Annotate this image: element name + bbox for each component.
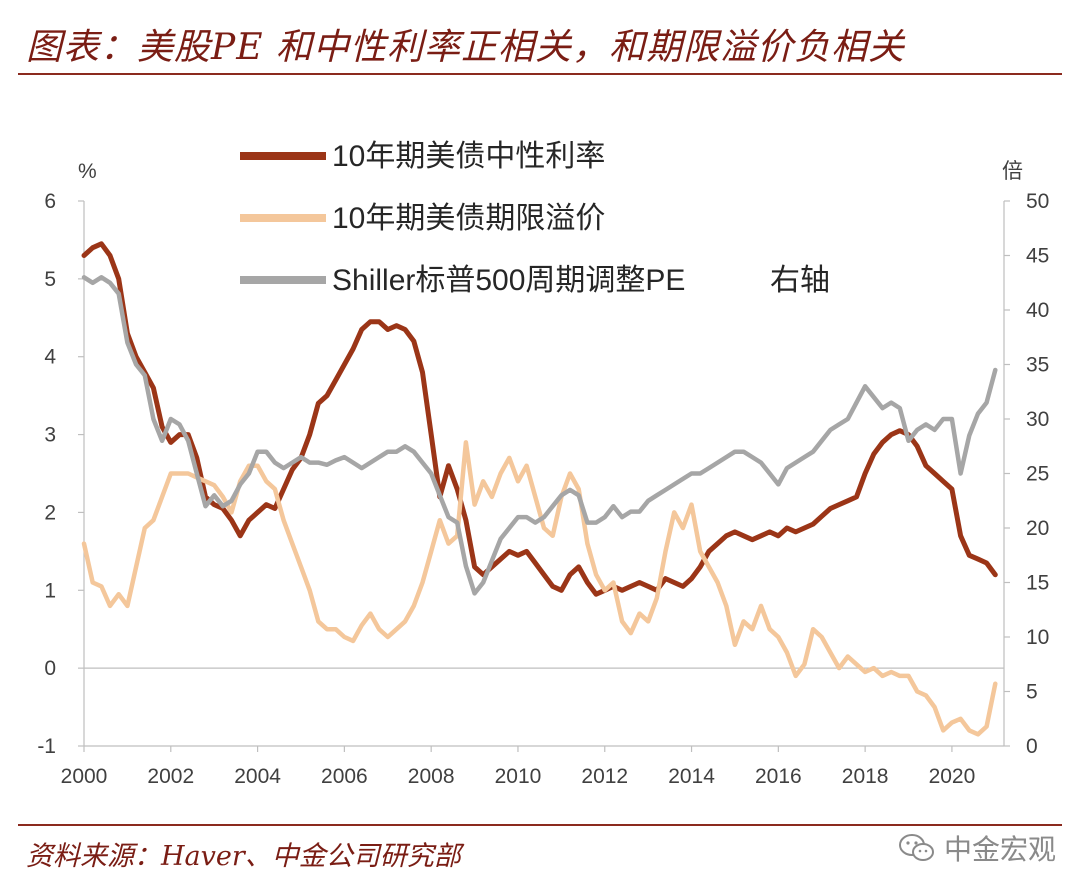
x-tick-label: 2014 bbox=[668, 765, 715, 788]
y-right-tick-label: 35 bbox=[1026, 354, 1049, 377]
x-tick-label: 2016 bbox=[755, 765, 802, 788]
footer-divider bbox=[18, 824, 1062, 826]
y-right-tick-label: 10 bbox=[1026, 626, 1049, 649]
y-left-tick-label: 1 bbox=[44, 579, 56, 602]
series-line-1 bbox=[81, 241, 998, 597]
x-tick-label: 2006 bbox=[321, 765, 368, 788]
x-tick-label: 2010 bbox=[495, 765, 542, 788]
x-tick-label: 2020 bbox=[929, 765, 976, 788]
y-right-tick-label: 30 bbox=[1026, 408, 1049, 431]
y-left-tick-label: 3 bbox=[44, 424, 56, 447]
y-right-tick-label: 20 bbox=[1026, 517, 1049, 540]
y-right-tick-label: 15 bbox=[1026, 572, 1049, 595]
wechat-icon bbox=[899, 834, 934, 861]
x-tick-label: 2018 bbox=[842, 765, 889, 788]
y-right-tick-label: 25 bbox=[1026, 463, 1049, 486]
page-title: 图表：美股PE 和中性利率正相关，和期限溢价负相关 bbox=[26, 27, 905, 68]
legend-right-axis-note: 右轴 bbox=[770, 264, 830, 297]
x-tick-label: 2000 bbox=[61, 765, 108, 788]
y-left-tick-label: 2 bbox=[44, 501, 56, 524]
left-axis-unit: % bbox=[78, 160, 97, 183]
y-right-tick-label: 50 bbox=[1026, 190, 1049, 213]
x-tick-label: 2008 bbox=[408, 765, 455, 788]
x-tick-label: 2002 bbox=[147, 765, 194, 788]
watermark: 中金宏观 bbox=[898, 828, 1056, 868]
y-left-tick-label: 5 bbox=[44, 268, 56, 291]
x-tick-label: 2004 bbox=[234, 765, 281, 788]
y-left-tick-label: 4 bbox=[44, 346, 56, 369]
legend-label-1: 10年期美债中性利率 bbox=[332, 140, 605, 173]
legend-label-2: 10年期美债期限溢价 bbox=[332, 202, 605, 235]
y-right-tick-label: 45 bbox=[1026, 245, 1049, 268]
y-left-tick-label: 0 bbox=[44, 657, 56, 680]
y-left-tick-label: 6 bbox=[44, 190, 56, 213]
watermark-text: 中金宏观 bbox=[944, 834, 1057, 865]
right-axis-unit: 倍 bbox=[1002, 160, 1023, 183]
legend-label-3: Shiller标普500周期调整PE bbox=[332, 264, 685, 297]
series-line-3 bbox=[81, 275, 998, 596]
y-right-tick-label: 40 bbox=[1026, 299, 1049, 322]
y-right-tick-label: 5 bbox=[1026, 681, 1038, 704]
title-divider bbox=[18, 73, 1062, 75]
x-tick-label: 2012 bbox=[581, 765, 628, 788]
source-note: 资料来源：Haver、中金公司研究部 bbox=[26, 841, 461, 872]
y-right-tick-label: 0 bbox=[1026, 735, 1038, 758]
y-left-tick-label: -1 bbox=[37, 735, 56, 758]
